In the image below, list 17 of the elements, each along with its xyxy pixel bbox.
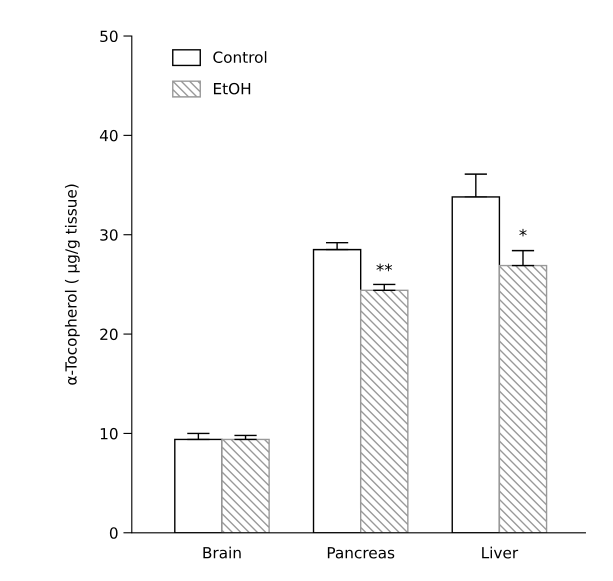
bar [360, 290, 409, 533]
bar [498, 264, 548, 533]
y-tick-label: 20 [100, 328, 118, 340]
y-axis-title: α-Tocopherol ( μg/g tissue) [64, 184, 80, 385]
legend-label: EtOH [214, 82, 250, 94]
y-tick-label: 30 [100, 229, 118, 241]
x-tick-label: Liver [482, 546, 518, 558]
bar [221, 438, 270, 533]
x-tick-label: Brain [203, 546, 241, 558]
y-tick-label: 40 [100, 130, 118, 142]
x-tick-label: Pancreas [328, 547, 394, 558]
annotation: * [519, 228, 527, 236]
y-tick-label: 50 [100, 30, 118, 42]
legend-label: Control [213, 51, 266, 63]
annotation: ** [376, 264, 392, 272]
y-tick-label: 0 [110, 527, 118, 539]
y-tick-label: 10 [100, 428, 118, 440]
